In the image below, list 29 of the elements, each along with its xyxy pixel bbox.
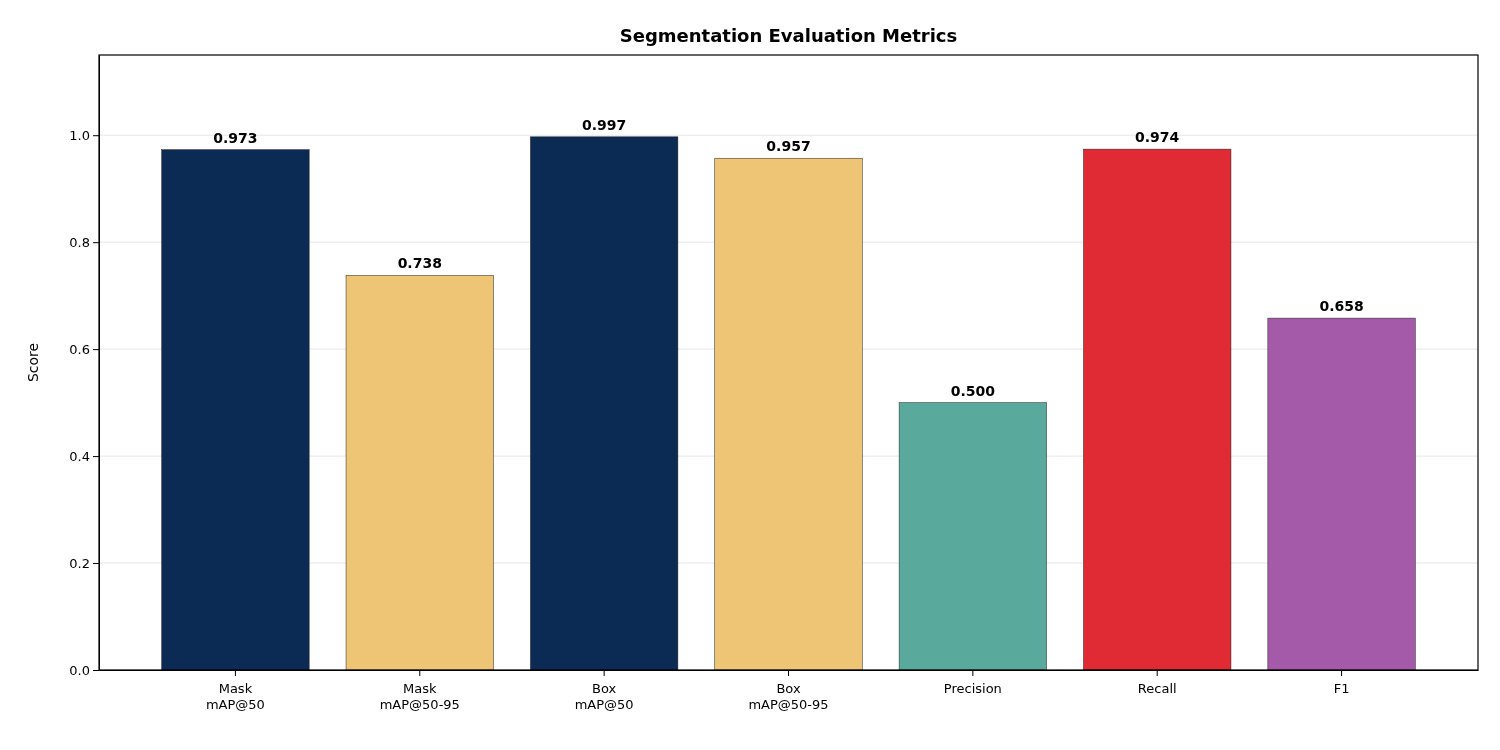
x-tick-label: Mask mAP@50-95	[379, 681, 460, 712]
bar	[530, 136, 679, 671]
data-label: 0.997	[581, 116, 627, 133]
bar	[1267, 317, 1416, 671]
y-tick-label: 0.6	[69, 341, 90, 357]
x-tick-label: F1	[1333, 681, 1350, 696]
data-label: 0.738	[397, 255, 442, 272]
data-label: 0.974	[1135, 129, 1180, 146]
bar	[345, 275, 494, 671]
x-tick-label: Mask mAP@50	[205, 681, 265, 712]
y-tick-label: 0.2	[69, 555, 90, 571]
data-label: 0.500	[950, 382, 996, 399]
y-tick-label: 0.0	[69, 662, 90, 678]
y-axis-title: Score	[25, 342, 41, 383]
y-tick-label: 0.4	[69, 448, 90, 464]
x-tick-label: Precision	[943, 681, 1002, 696]
data-label: 0.658	[1319, 298, 1364, 315]
y-tick-label: 1.0	[69, 127, 90, 143]
data-label: 0.957	[766, 138, 811, 155]
bar	[714, 157, 863, 671]
bar	[161, 149, 310, 671]
bar	[898, 402, 1047, 671]
data-label: 0.973	[213, 129, 258, 146]
y-tick-label: 0.8	[69, 234, 90, 250]
x-tick-label: Box mAP@50-95	[748, 681, 829, 712]
x-tick-label: Recall	[1137, 681, 1177, 696]
chart-title: Segmentation Evaluation Metrics	[619, 25, 958, 46]
bar	[1083, 148, 1232, 671]
x-tick-label: Box mAP@50	[574, 681, 634, 712]
